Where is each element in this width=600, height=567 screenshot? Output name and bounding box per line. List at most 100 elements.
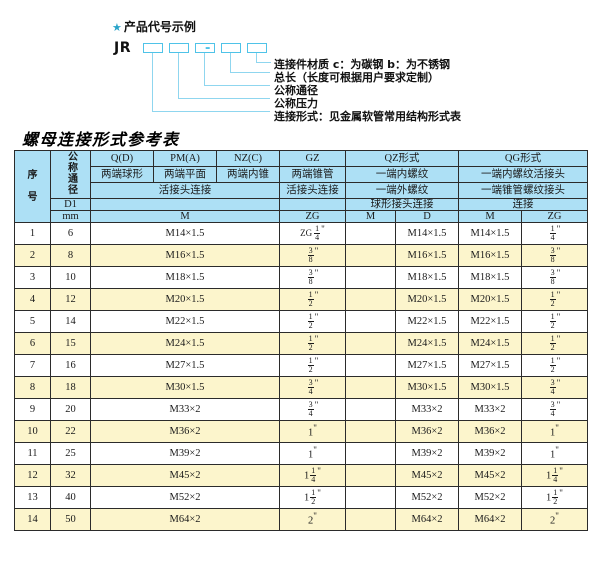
header-row3-cell-2: 一端外螺纹 xyxy=(345,181,459,200)
cell-qg-zg: 2" xyxy=(520,508,589,532)
cell-gz: 2" xyxy=(279,508,346,532)
header-row4-cell-0 xyxy=(90,198,280,212)
cell-qg-m: M14×1.5 xyxy=(458,222,522,246)
cell-qz-m xyxy=(345,354,396,378)
cell-dn: 16 xyxy=(50,354,91,378)
cell-dn: 50 xyxy=(50,508,91,532)
cell-qg-zg: 1 1 2 " xyxy=(520,486,589,510)
cell-qz-m xyxy=(345,442,396,466)
code-note-5: 连接形式：见金属软管常用结构形式表 xyxy=(274,110,461,123)
cell-seq: 4 xyxy=(14,288,51,312)
cell-qz-d: M45×2 xyxy=(395,464,459,488)
header-unit-label: mm xyxy=(50,210,91,224)
code-separator-dash: - xyxy=(205,41,211,56)
cell-qg-zg: 3 4 " xyxy=(520,398,589,422)
cell-seq: 3 xyxy=(14,266,51,290)
header-row3-cell-1: 活接头连接 xyxy=(279,181,346,200)
cell-qz-m xyxy=(345,266,396,290)
cell-gz: 1" xyxy=(279,420,346,444)
cell-seq: 13 xyxy=(14,486,51,510)
cell-qz-d: M27×1.5 xyxy=(395,354,459,378)
cell-qz-m xyxy=(345,244,396,268)
cell-qg-zg: 1 2 " xyxy=(520,310,589,334)
code-note-4: 公称压力 xyxy=(274,97,318,110)
code-box-5 xyxy=(247,43,267,53)
cell-qz-d: M18×1.5 xyxy=(395,266,459,290)
cell-qg-zg: 1" xyxy=(520,442,589,466)
cell-m: M18×1.5 xyxy=(90,266,280,290)
header-row5-cell-2: M xyxy=(345,210,396,224)
table-row: 5 14 M22×1.5 1 2 " M22×1.5 M22×1.5 1 2 " xyxy=(14,310,589,334)
leader-line-h-4 xyxy=(230,72,270,74)
cell-gz: 3 8 " xyxy=(279,244,346,268)
table-row: 7 16 M27×1.5 1 2 " M27×1.5 M27×1.5 1 2 " xyxy=(14,354,589,378)
leader-line-v-1 xyxy=(152,53,154,112)
header-group-desc-1: 两端平面 xyxy=(153,166,217,183)
code-box-1 xyxy=(143,43,163,53)
header-row5-cell-4: M xyxy=(458,210,522,224)
cell-dn: 20 xyxy=(50,398,91,422)
cell-qz-d: M39×2 xyxy=(395,442,459,466)
leader-line-h-3 xyxy=(204,85,270,87)
code-box-3 xyxy=(195,43,215,53)
header-group-code-3: GZ xyxy=(279,150,346,167)
cell-qz-m xyxy=(345,288,396,312)
header-row-units: mm M ZG M D M ZG xyxy=(15,210,589,224)
cell-qg-zg: 1 2 " xyxy=(520,332,589,356)
table-row: 2 8 M16×1.5 3 8 " M16×1.5 M16×1.5 3 8 " xyxy=(14,244,589,268)
cell-qg-zg: 1 4 " xyxy=(520,222,589,246)
cell-qg-zg: 3 4 " xyxy=(520,376,589,400)
cell-qg-zg: 1 2 " xyxy=(520,354,589,378)
cell-qz-m xyxy=(345,310,396,334)
header-row3-cell-0: 活接头连接 xyxy=(90,181,280,200)
header-row-connection-b: D1 球形接头连接 连接 xyxy=(15,198,589,212)
header-row4-cell-1 xyxy=(279,198,346,212)
code-note-1: 连接件材质 c：为碳钢 b：为不锈钢 xyxy=(274,58,451,71)
table-row: 6 15 M24×1.5 1 2 " M24×1.5 M24×1.5 1 2 " xyxy=(14,332,589,356)
cell-seq: 12 xyxy=(14,464,51,488)
cell-dn: 18 xyxy=(50,376,91,400)
cell-qg-zg: 1" xyxy=(520,420,589,444)
cell-qg-m: M36×2 xyxy=(458,420,522,444)
cell-seq: 7 xyxy=(14,354,51,378)
header-group-desc-3: 两端锥管 xyxy=(279,166,346,183)
header-row3-cell-3: 一端锥管螺纹接头 xyxy=(457,181,589,200)
cell-m: M45×2 xyxy=(90,464,280,488)
cell-seq: 14 xyxy=(14,508,51,532)
cell-qz-d: M33×2 xyxy=(395,398,459,422)
cell-gz: 1 2 " xyxy=(279,354,346,378)
cell-qg-m: M27×1.5 xyxy=(458,354,522,378)
header-group-code-0: Q(D) xyxy=(90,150,154,167)
cell-qg-m: M45×2 xyxy=(458,464,522,488)
cell-qg-m: M24×1.5 xyxy=(458,332,522,356)
nut-connection-reference-table: 序 号 公称通径 Q(D) PM(A) NZ(C) GZ QZ形式 QG形式 两… xyxy=(14,149,589,532)
cell-dn: 15 xyxy=(50,332,91,356)
code-note-3: 公称通径 xyxy=(274,84,318,97)
header-group-code-2: NZ(C) xyxy=(216,150,280,167)
table-row: 11 25 M39×2 1" M39×2 M39×2 1" xyxy=(14,442,589,466)
cell-m: M30×1.5 xyxy=(90,376,280,400)
cell-dn: 32 xyxy=(50,464,91,488)
code-diagram-heading: ★ 产品代号示例 xyxy=(112,18,196,35)
table-row: 13 40 M52×2 1 1 2 " M52×2 M52×2 1 1 2 " xyxy=(14,486,589,510)
code-box-4 xyxy=(221,43,241,53)
cell-dn: 8 xyxy=(50,244,91,268)
leader-line-h-1 xyxy=(152,111,270,113)
table-row: 14 50 M64×2 2" M64×2 M64×2 2" xyxy=(14,508,589,532)
leader-line-v-4 xyxy=(230,53,232,73)
cell-seq: 9 xyxy=(14,398,51,422)
cell-gz: 1 1 4 " xyxy=(279,464,346,488)
header-seq-line2: 号 xyxy=(27,191,38,203)
leader-line-v-3 xyxy=(204,53,206,86)
cell-qz-m xyxy=(345,332,396,356)
spec-table-container: 序 号 公称通径 Q(D) PM(A) NZ(C) GZ QZ形式 QG形式 两… xyxy=(14,149,589,532)
header-group-code-5: QG形式 xyxy=(457,150,589,167)
cell-m: M39×2 xyxy=(90,442,280,466)
cell-dn: 14 xyxy=(50,310,91,334)
cell-m: M24×1.5 xyxy=(90,332,280,356)
table-row: 10 22 M36×2 1" M36×2 M36×2 1" xyxy=(14,420,589,444)
cell-dn: 12 xyxy=(50,288,91,312)
product-code-diagram: ★ 产品代号示例 JR - 连接件材质 c：为碳钢 b：为不锈钢 总长（长度可根据… xyxy=(0,0,600,128)
cell-qg-m: M33×2 xyxy=(458,398,522,422)
code-box-2 xyxy=(169,43,189,53)
